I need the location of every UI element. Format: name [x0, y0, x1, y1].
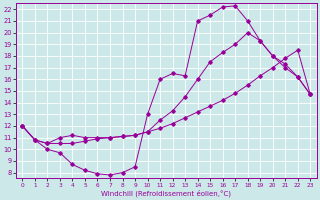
X-axis label: Windchill (Refroidissement éolien,°C): Windchill (Refroidissement éolien,°C)	[101, 189, 231, 197]
